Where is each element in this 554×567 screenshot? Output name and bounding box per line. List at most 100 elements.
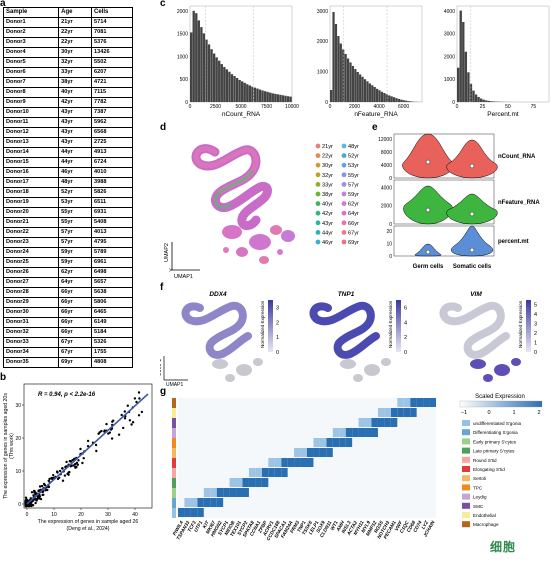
scatter-point <box>52 474 55 477</box>
scatter-ytick: 20 <box>15 436 21 442</box>
feature-plot-tnp1: TNP1 Normalized Expression 0 2 4 6 <box>309 291 407 382</box>
age-legend-label: 57yr <box>348 182 359 188</box>
table-row: Donor15 44yr 6724 <box>2 157 133 168</box>
age-legend-label: 33yr <box>322 182 333 188</box>
histogram-bar <box>407 101 410 102</box>
age-cell: 66yr <box>58 317 93 328</box>
histogram-bar <box>223 66 226 102</box>
sample-cell: Donor27 <box>2 277 60 288</box>
hist-xtick: 25 <box>480 104 486 110</box>
histogram-bar <box>477 96 480 102</box>
age-cell: 22yr <box>58 37 93 48</box>
heatmap-cell <box>319 438 327 447</box>
age-legend-label: 66yr <box>348 221 359 227</box>
histogram-bar <box>472 90 475 102</box>
sample-cell: Donor18 <box>2 187 60 198</box>
heatmap-cell <box>313 438 320 447</box>
histogram-bar <box>467 72 470 102</box>
cells-cell: 6568 <box>91 127 133 138</box>
feature-tick: 1 <box>276 335 279 341</box>
heatmap-cell <box>223 488 230 497</box>
sample-cell: Donor21 <box>2 217 60 228</box>
scatter-point <box>86 445 90 448</box>
age-legend-swatch <box>315 143 321 149</box>
cells-cell: 4795 <box>91 237 133 248</box>
age-legend-label: 48yr <box>348 144 359 150</box>
cells-cell: 5502 <box>91 57 133 68</box>
histogram-bar <box>284 95 287 102</box>
table-row: Donor21 55yr 5408 <box>2 217 133 228</box>
heatmap-gene-label: UTF1 <box>193 520 204 534</box>
scatter-point <box>68 470 71 474</box>
feature-tick: 0 <box>276 350 279 356</box>
donor-table: Sample Age Cells Donor1 21yr 5714 Donor2 22yr 7… <box>2 7 133 368</box>
scatter-point <box>65 460 68 464</box>
hist-ytick: 1500 <box>177 32 188 38</box>
heatmap-legend-swatch <box>462 456 470 463</box>
age-legend-label: 67yr <box>348 230 359 236</box>
scatter-ylabel: The expression of genes in samples aged … <box>3 393 9 499</box>
heatmap-cell <box>274 458 282 467</box>
feature-cluster <box>236 364 252 376</box>
feature-colorbar <box>396 300 401 352</box>
cells-cell: 6207 <box>91 67 133 78</box>
heatmap-cell <box>274 468 282 477</box>
hist-ytick: 0 <box>452 100 455 106</box>
heatmap-legend-label: Leydig <box>473 495 487 500</box>
heatmap-legend-label: Sertoli <box>473 476 486 481</box>
scatter-point <box>79 447 82 451</box>
regression-line <box>26 393 149 505</box>
scatter-point <box>70 464 73 467</box>
age-legend-swatch <box>315 210 321 216</box>
heatmap-cell <box>377 408 385 417</box>
sample-cell: Donor16 <box>2 167 60 178</box>
histogram-bar <box>459 10 462 102</box>
histogram-bar <box>359 74 362 102</box>
scatter-xtick: 30 <box>105 512 111 518</box>
scatter-point <box>95 449 98 453</box>
age-legend-label: 43yr <box>322 221 333 227</box>
scatter-point <box>66 472 69 476</box>
hist-xtick: 5000 <box>235 104 246 110</box>
histogram-bar <box>339 43 342 102</box>
histogram-bar <box>225 69 229 102</box>
age-cell: 67yr <box>58 347 93 358</box>
cells-cell: 5962 <box>91 117 133 128</box>
table-row: Donor26 62yr 6498 <box>2 267 133 278</box>
age-legend-swatch <box>315 172 321 178</box>
histogram-bar <box>195 13 198 103</box>
umap-axis-y: UMAP2 <box>160 359 163 376</box>
age-cell: 62yr <box>58 267 93 278</box>
histogram-bar <box>400 99 403 102</box>
heatmap-gene-label: RGS5 <box>373 520 385 535</box>
hist-ytick: 2000 <box>444 54 455 60</box>
heatmap-gene-label: SOX9 <box>315 520 327 534</box>
heatmap-cell <box>416 398 424 407</box>
histogram-bar <box>402 100 405 102</box>
scatter-point <box>48 477 51 481</box>
table-row: Donor6 33yr 6207 <box>2 67 133 78</box>
heatmap-colorbar-tick: 1 <box>512 410 515 416</box>
hist-xtick: 10000 <box>285 104 299 110</box>
table-row: Donor28 66yr 5638 <box>2 287 133 298</box>
violin-ytick: 8000 <box>381 150 392 156</box>
age-cell: 59yr <box>58 257 93 268</box>
heatmap-cluster-strip <box>172 458 176 468</box>
sample-cell: Donor14 <box>2 147 60 158</box>
scatter-point <box>77 459 80 462</box>
scatter-point <box>138 397 141 400</box>
heatmap-cell <box>287 458 295 467</box>
histogram-bar <box>462 22 465 102</box>
violin-metric-label: nFeature_RNA <box>498 200 540 206</box>
violin-group-label: Somatic cells <box>453 264 492 270</box>
violin-ytick: 20 <box>386 229 392 235</box>
age-cell: 40yr <box>58 87 93 98</box>
histogram-bar <box>337 36 340 102</box>
histogram-bar <box>334 24 338 102</box>
age-cell: 43yr <box>58 107 93 118</box>
heatmap-cell <box>210 488 217 497</box>
scatter-xtick: 40 <box>132 512 138 518</box>
table-row: Donor3 22yr 5376 <box>2 37 133 48</box>
heatmap-cell <box>216 488 224 497</box>
violin-metric-label: nCount_RNA <box>498 154 536 160</box>
